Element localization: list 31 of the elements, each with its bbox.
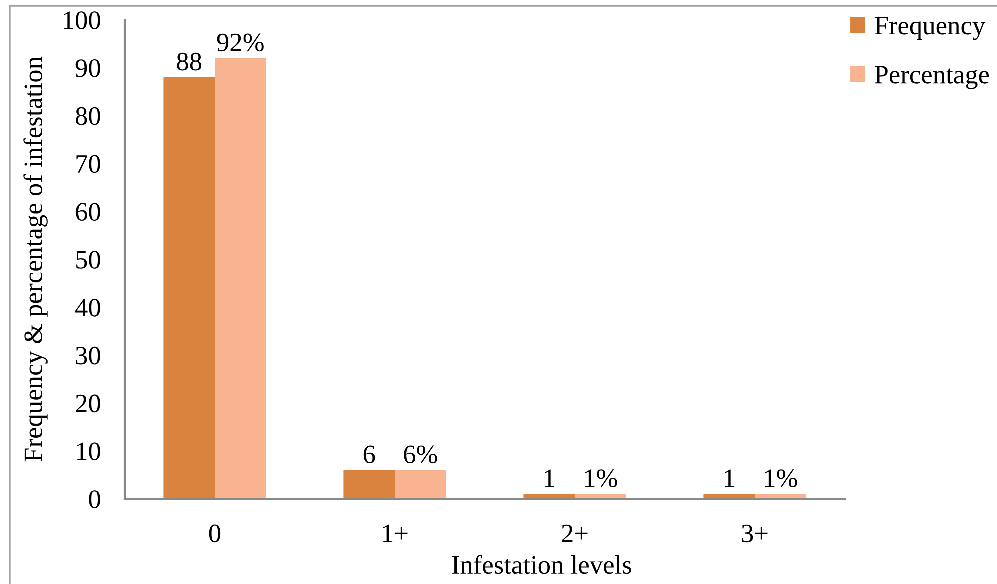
y-axis-title: Frequency & percentage of infestation xyxy=(24,56,48,462)
x-tick-label: 2+ xyxy=(562,524,588,542)
y-tick-label: 100 xyxy=(64,12,100,30)
y-tick-label: 50 xyxy=(76,251,100,269)
y-tick-label: 10 xyxy=(77,442,100,461)
y-tick-label: 40 xyxy=(76,299,100,317)
data-label: 1% xyxy=(585,470,618,488)
y-tick-label: 30 xyxy=(76,346,100,365)
bar xyxy=(395,470,446,499)
legend-label: Percentage xyxy=(875,66,990,90)
y-tick-label: 0 xyxy=(89,490,100,508)
data-label: 6 xyxy=(364,446,376,464)
x-tick-label: 3+ xyxy=(742,524,768,543)
x-axis-title: Infestation levels xyxy=(452,555,632,574)
y-tick-label: 60 xyxy=(76,203,100,222)
data-label: 1% xyxy=(765,470,798,488)
data-label: 1 xyxy=(725,470,734,488)
data-label: 1 xyxy=(545,470,554,488)
y-tick-label: 20 xyxy=(76,394,100,413)
legend-label: Frequency xyxy=(875,17,986,40)
x-tick-label: 1+ xyxy=(383,524,408,542)
data-label: 92% xyxy=(217,34,264,52)
data-label: 6% xyxy=(404,446,438,464)
data-label: 88 xyxy=(177,52,202,71)
bar xyxy=(215,58,266,499)
bar xyxy=(164,77,215,499)
y-tick-label: 90 xyxy=(76,60,100,78)
bar xyxy=(344,470,395,499)
y-tick-label: 70 xyxy=(76,155,100,174)
y-tick-label: 80 xyxy=(76,107,100,126)
x-tick-label: 0 xyxy=(209,524,221,543)
